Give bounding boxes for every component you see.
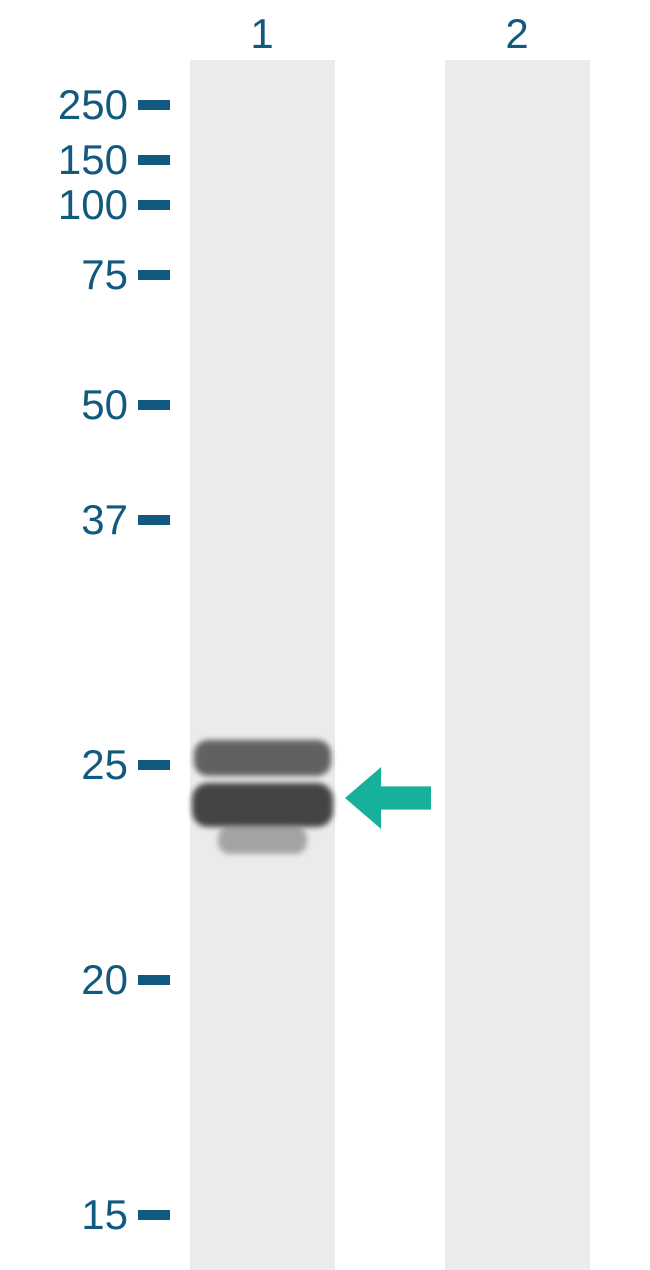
marker-dash xyxy=(138,400,170,410)
blot-band xyxy=(218,826,308,854)
marker-label: 250 xyxy=(58,81,128,129)
marker-label: 75 xyxy=(81,251,128,299)
marker-label: 20 xyxy=(81,956,128,1004)
marker-label: 25 xyxy=(81,741,128,789)
marker-label: 15 xyxy=(81,1191,128,1239)
marker-label: 100 xyxy=(58,181,128,229)
lane-header-1: 1 xyxy=(250,10,273,58)
marker-label: 50 xyxy=(81,381,128,429)
marker-dash xyxy=(138,200,170,210)
marker-label: 150 xyxy=(58,136,128,184)
marker-dash xyxy=(138,155,170,165)
blot-band xyxy=(192,783,333,827)
marker-label: 37 xyxy=(81,496,128,544)
marker-dash xyxy=(138,760,170,770)
blot-band xyxy=(194,740,330,776)
indicator-arrow xyxy=(345,767,431,829)
lane-1 xyxy=(190,60,335,1270)
blot-canvas: 1 2 250 150 100 75 50 37 25 20 15 xyxy=(0,0,650,1270)
marker-dash xyxy=(138,1210,170,1220)
lane-2 xyxy=(445,60,590,1270)
lane-header-2: 2 xyxy=(505,10,528,58)
marker-dash xyxy=(138,270,170,280)
arrow-left-icon xyxy=(345,767,431,829)
marker-dash xyxy=(138,975,170,985)
marker-dash xyxy=(138,100,170,110)
marker-dash xyxy=(138,515,170,525)
